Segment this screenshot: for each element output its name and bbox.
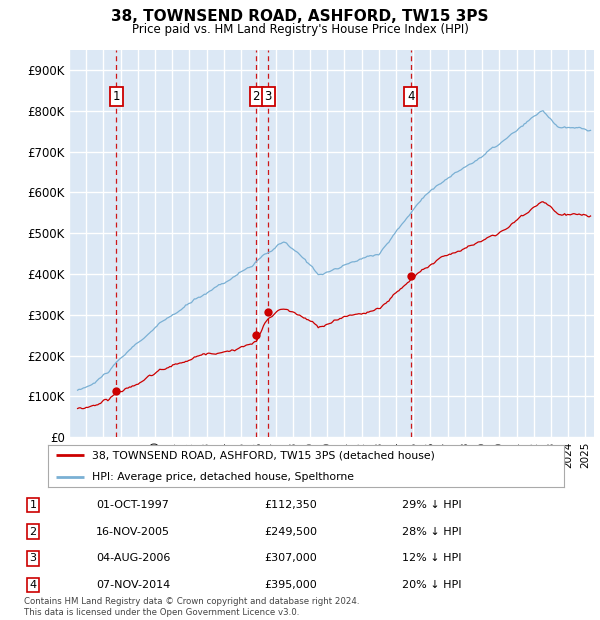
Text: £307,000: £307,000 [264,553,317,564]
Text: 04-AUG-2006: 04-AUG-2006 [96,553,170,564]
Text: 01-OCT-1997: 01-OCT-1997 [96,500,169,510]
Text: 07-NOV-2014: 07-NOV-2014 [96,580,170,590]
Text: Price paid vs. HM Land Registry's House Price Index (HPI): Price paid vs. HM Land Registry's House … [131,23,469,36]
Text: HPI: Average price, detached house, Spelthorne: HPI: Average price, detached house, Spel… [92,472,354,482]
Text: £395,000: £395,000 [264,580,317,590]
Text: Contains HM Land Registry data © Crown copyright and database right 2024.
This d: Contains HM Land Registry data © Crown c… [24,598,359,617]
Text: 38, TOWNSEND ROAD, ASHFORD, TW15 3PS (detached house): 38, TOWNSEND ROAD, ASHFORD, TW15 3PS (de… [92,450,435,460]
Text: £249,500: £249,500 [264,526,317,537]
Text: 38, TOWNSEND ROAD, ASHFORD, TW15 3PS: 38, TOWNSEND ROAD, ASHFORD, TW15 3PS [111,9,489,24]
Text: 2: 2 [29,526,37,537]
Text: 4: 4 [29,580,37,590]
Text: 4: 4 [407,90,415,102]
Text: 20% ↓ HPI: 20% ↓ HPI [402,580,461,590]
Text: 2: 2 [253,90,260,102]
Text: 3: 3 [29,553,37,564]
Text: £112,350: £112,350 [264,500,317,510]
Text: 29% ↓ HPI: 29% ↓ HPI [402,500,461,510]
Text: 3: 3 [265,90,272,102]
Text: 28% ↓ HPI: 28% ↓ HPI [402,526,461,537]
Text: 12% ↓ HPI: 12% ↓ HPI [402,553,461,564]
Text: 16-NOV-2005: 16-NOV-2005 [96,526,170,537]
Text: 1: 1 [113,90,120,102]
Text: 1: 1 [29,500,37,510]
